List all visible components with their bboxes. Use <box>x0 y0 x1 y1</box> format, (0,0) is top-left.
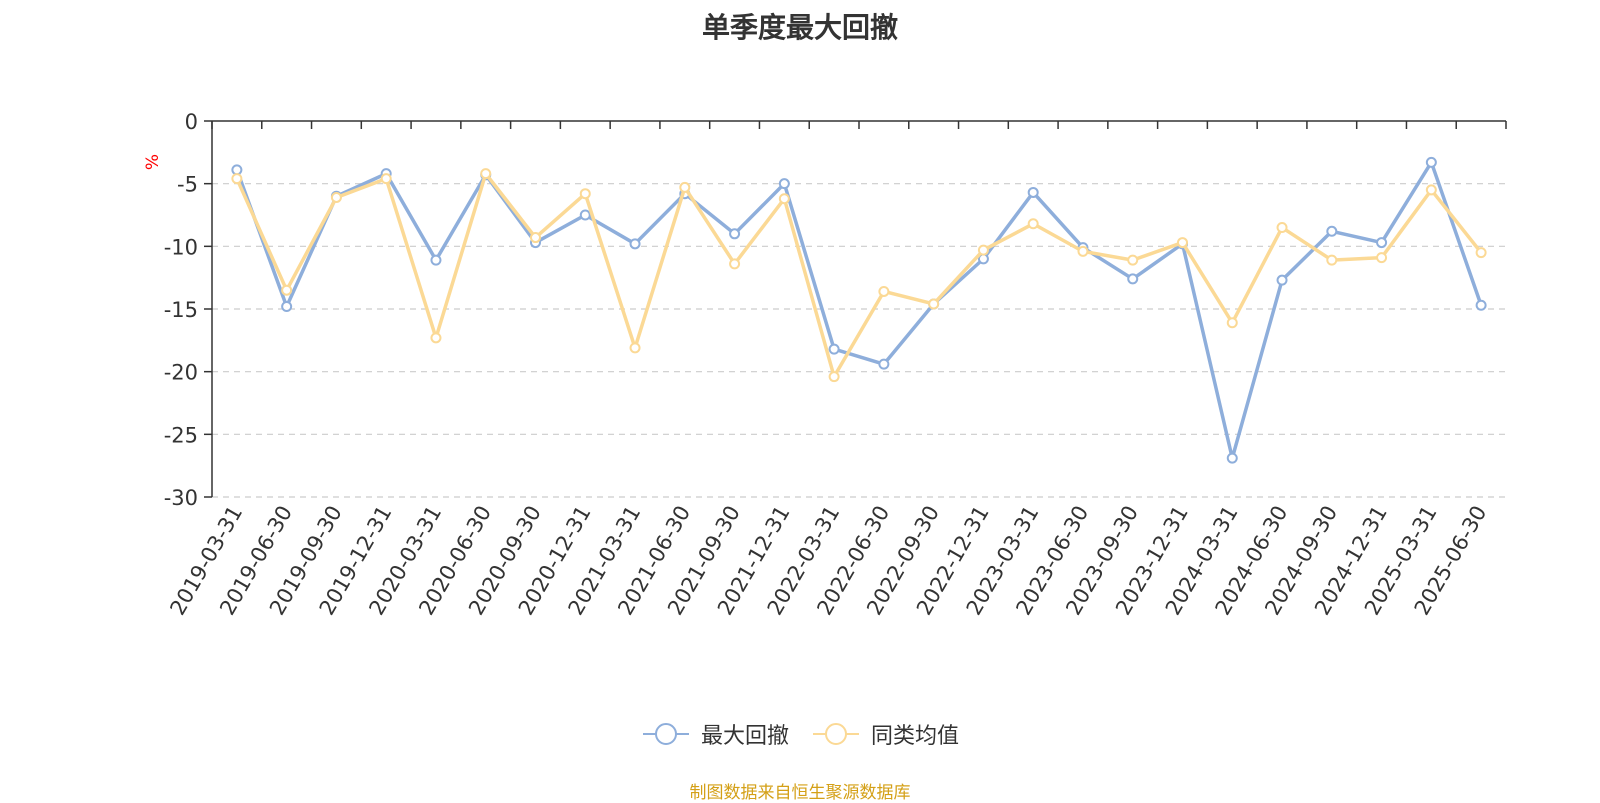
data-point-1-21 <box>1276 222 1288 234</box>
data-point-1-23 <box>1376 252 1388 264</box>
data-point-0-11 <box>778 178 790 190</box>
data-point-0-10 <box>729 228 741 240</box>
y-tick-label: -25 <box>164 423 198 447</box>
data-point-1-2 <box>330 191 342 203</box>
data-point-1-4 <box>430 332 442 344</box>
legend-item-max-drawdown[interactable]: 最大回撤 <box>641 718 789 750</box>
data-point-0-25 <box>1475 299 1487 311</box>
legend-marker-peer-average-icon <box>813 723 859 745</box>
legend-circle-0 <box>654 723 677 745</box>
source-note: 制图数据来自恒生聚源数据库 <box>689 783 911 803</box>
y-tick-label: -15 <box>164 298 198 322</box>
data-point-1-10 <box>729 258 741 270</box>
chart-title: 单季度最大回撤 <box>701 11 898 44</box>
legend-label-peer-average: 同类均值 <box>871 724 960 749</box>
data-point-1-19 <box>1177 237 1188 249</box>
data-point-1-7 <box>579 188 591 200</box>
data-point-1-18 <box>1127 254 1139 266</box>
y-tick-label: -5 <box>177 173 198 197</box>
data-point-0-20 <box>1226 452 1238 464</box>
data-point-1-24 <box>1425 184 1437 196</box>
legend: 最大回撤 同类均值 <box>0 718 1600 750</box>
data-point-1-9 <box>679 181 691 193</box>
data-point-0-21 <box>1276 274 1288 286</box>
series-line-0 <box>235 160 1483 460</box>
data-point-1-20 <box>1226 317 1238 329</box>
data-point-0-12 <box>828 343 840 355</box>
data-point-1-3 <box>380 173 392 185</box>
data-point-0-24 <box>1425 156 1437 168</box>
legend-marker-max-drawdown-icon <box>642 723 689 745</box>
legend-label-max-drawdown: 最大回撤 <box>700 724 789 749</box>
data-point-1-14 <box>928 298 940 310</box>
y-tick-label: -10 <box>164 235 198 259</box>
series-line-1 <box>235 171 1483 379</box>
data-point-1-15 <box>977 244 989 256</box>
data-point-0-7 <box>579 209 591 221</box>
data-point-0-23 <box>1376 237 1388 249</box>
data-point-1-8 <box>629 342 641 354</box>
data-point-1-0 <box>231 173 243 185</box>
data-point-0-8 <box>629 238 641 250</box>
data-point-1-13 <box>878 285 890 297</box>
data-point-0-4 <box>430 254 442 266</box>
data-point-1-16 <box>1027 218 1039 230</box>
data-point-1-12 <box>828 371 840 383</box>
y-axis-label: % <box>143 154 163 170</box>
data-point-0-1 <box>281 300 293 312</box>
data-point-1-1 <box>281 284 293 296</box>
legend-circle-1 <box>825 723 847 745</box>
data-point-1-22 <box>1326 254 1338 266</box>
data-point-0-13 <box>878 358 890 370</box>
data-point-0-0 <box>231 164 243 176</box>
legend-item-peer-average[interactable]: 同类均值 <box>811 718 959 750</box>
y-tick-label: -20 <box>164 361 198 385</box>
data-point-1-17 <box>1077 245 1089 257</box>
data-point-1-5 <box>480 168 492 180</box>
data-point-0-18 <box>1127 273 1139 285</box>
y-tick-label: -30 <box>164 486 198 510</box>
data-point-1-25 <box>1475 247 1487 259</box>
data-point-1-6 <box>530 232 541 244</box>
data-point-1-11 <box>778 193 790 205</box>
data-point-0-22 <box>1326 225 1338 237</box>
y-tick-label: 0 <box>185 110 198 134</box>
data-point-0-16 <box>1027 186 1039 198</box>
